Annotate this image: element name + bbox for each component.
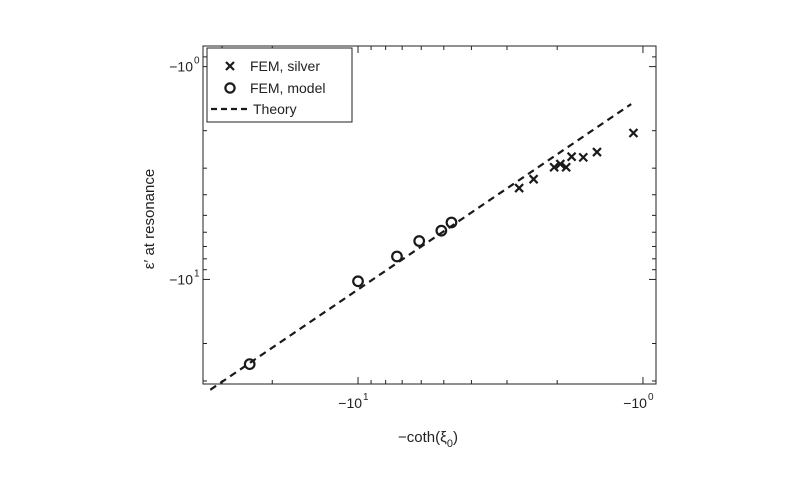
legend-entry-theory: Theory [211,101,297,117]
y-tick-label: −10 0 [169,56,200,75]
y-tick-label: −10 1 [169,268,200,287]
fem-model-point [352,275,364,288]
y-axis-label: ε′ at resonance [141,169,158,269]
axis-ticks [203,45,657,384]
fem-silver-point [566,151,577,162]
fem-silver-point [549,162,559,173]
x-marker-icon [225,61,235,71]
svg-text:−10: −10 [338,395,362,411]
series-layer [209,103,639,391]
legend-label: Theory [253,101,297,117]
x-tick-label: −10 1 [338,392,369,411]
x-axis-label: −coth(ξ0) [398,429,458,450]
fem-model-point [445,216,458,229]
legend-entry-fem-silver: FEM, silver [225,58,320,74]
fem-silver-point [628,128,639,138]
svg-text:0: 0 [648,392,654,403]
x-tick-label: −10 0 [623,392,654,411]
svg-text:−10: −10 [623,395,647,411]
circle-marker-icon [224,82,236,94]
fem-model-point [413,235,426,247]
svg-text:−10: −10 [169,271,193,287]
fem-model-point [435,224,448,237]
theory-line [209,103,632,391]
legend: FEM, silver FEM, model Theory [206,47,353,123]
fem-silver-point [514,183,524,193]
legend-label: FEM, model [250,80,325,96]
fem-model-point [243,358,256,371]
fem-silver-point [555,159,566,169]
svg-text:−10: −10 [169,59,193,75]
fem-silver-point [561,162,571,173]
fem-model-point [391,250,403,263]
svg-text:0: 0 [194,56,200,67]
svg-text:1: 1 [363,392,369,403]
fem-silver-point [592,147,602,157]
legend-label: FEM, silver [250,58,320,74]
svg-text:1: 1 [194,268,200,279]
fem-silver-point [528,174,539,184]
fem-silver-point [578,152,589,163]
legend-entry-fem-model: FEM, model [224,80,325,96]
